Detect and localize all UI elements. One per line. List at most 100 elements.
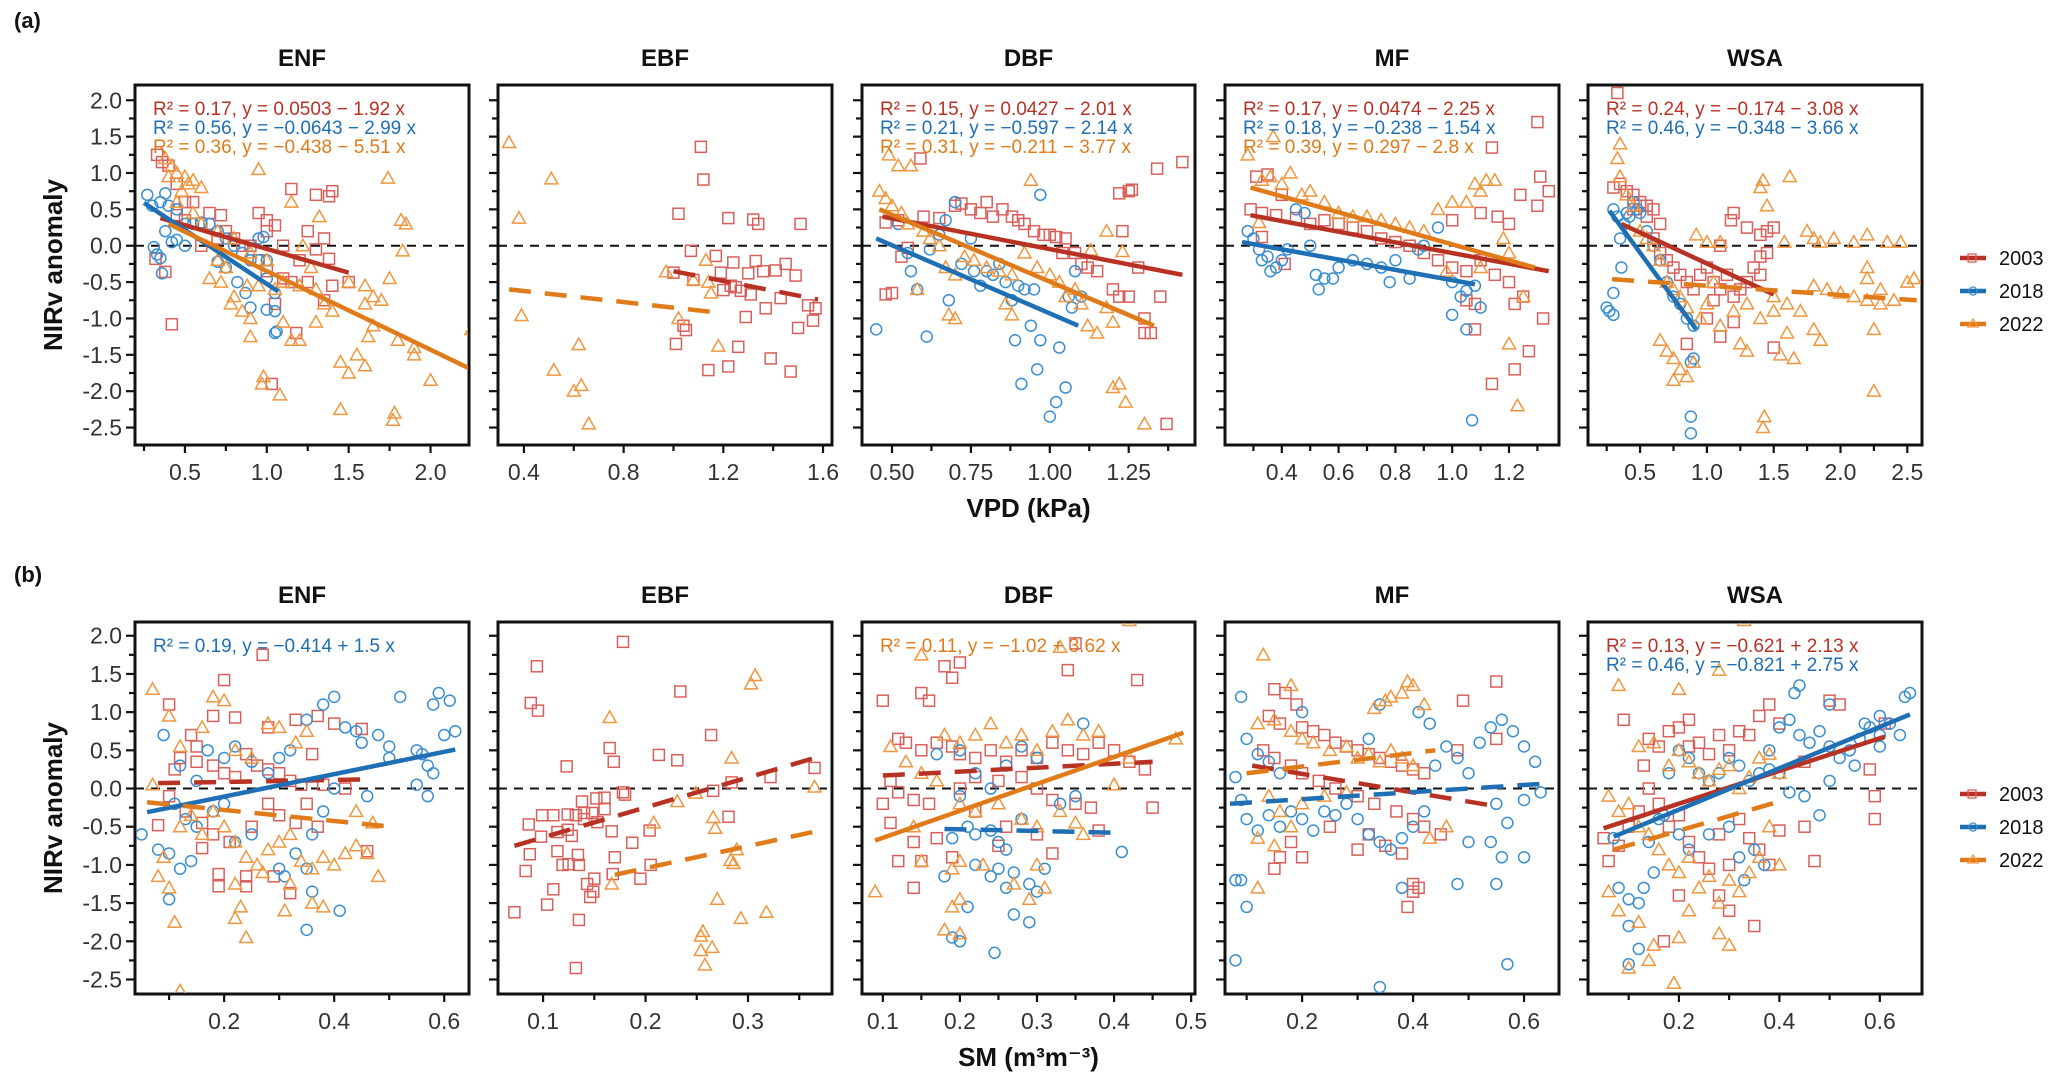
point-2022 [360,328,377,343]
point-2003 [1714,283,1727,296]
point-2022 [174,982,186,993]
point-2022 [385,412,401,427]
point-2003 [742,267,755,280]
point-2018 [1495,713,1509,727]
point-2022 [806,778,823,793]
point-2003 [984,744,997,757]
point-2003 [1406,812,1420,826]
point-2018 [1234,873,1248,887]
point-2022 [1266,711,1283,726]
point-2018 [1462,835,1475,849]
point-2022 [685,271,702,286]
point-2003 [794,217,807,231]
point-2022 [698,252,714,267]
point-2018 [1534,786,1547,799]
point-2022 [1004,266,1020,281]
point-2003 [1682,835,1696,849]
point-2003 [938,660,951,673]
point-2018 [1632,942,1645,956]
panel-b-ebf: EBF 0.1 0.2 0.3 [489,582,834,1034]
point-2003 [1351,843,1364,856]
point-2018 [1373,980,1387,993]
point-2022 [303,259,319,274]
point-2022 [1721,937,1737,951]
point-2003 [561,808,574,821]
point-2003 [1653,217,1667,231]
y-tick-label: -2.0 [82,378,122,404]
point-2018 [1798,789,1811,803]
point-2022 [304,895,320,909]
point-2018 [1043,410,1057,423]
point-2018 [939,214,952,227]
point-2018 [1647,866,1661,879]
point-2003 [734,284,748,298]
point-2022 [242,310,259,325]
point-2003 [702,363,715,377]
point-2018 [1373,835,1387,849]
point-2018 [371,728,385,742]
point-2018 [1517,740,1531,753]
point-2022 [967,727,984,741]
point-2018 [355,736,368,749]
point-2003 [1059,232,1072,245]
point-2003 [1445,261,1459,274]
point-2022 [1846,234,1862,248]
legend-label: 2022 [1999,314,2044,336]
point-2003 [1367,797,1381,811]
point-2003 [1732,724,1746,738]
point-2022 [1609,150,1626,165]
point-2022 [703,284,719,299]
point-2022 [177,168,193,183]
point-2022 [733,910,749,925]
fit-line-2018 [1607,209,1699,331]
point-2003 [1112,290,1126,303]
point-2003 [1754,228,1767,242]
point-2003 [1490,675,1503,688]
point-2018 [203,217,216,231]
point-2022 [166,914,183,928]
point-2022 [1239,146,1256,161]
point-2018 [1687,319,1700,332]
point-2003 [1692,736,1706,749]
point-2022 [1044,723,1061,737]
point-2022 [697,956,713,971]
plot-frame [496,620,834,996]
point-2003 [1740,275,1754,289]
point-2018 [268,304,282,318]
point-2022 [1057,288,1074,303]
point-2003 [1488,268,1502,282]
point-2003 [276,239,290,252]
point-2022 [1732,335,1749,350]
point-2003 [1451,744,1464,757]
x-tick-label: 0.75 [949,459,994,485]
point-2022 [1013,727,1030,741]
point-2003 [1740,221,1754,234]
point-2022 [1705,274,1722,288]
point-2022 [1036,879,1053,894]
point-2022 [1812,234,1829,248]
point-2018 [1318,272,1331,285]
point-2022 [304,860,320,875]
y-tick-label: -0.5 [82,269,122,295]
point-2022 [275,314,291,328]
point-2022 [1691,765,1707,779]
x-axis-title: VPD (kPa) [966,493,1090,523]
point-2022 [193,179,210,194]
point-2018 [1631,203,1644,216]
point-2022 [952,853,968,867]
point-2022 [956,248,973,263]
point-2003 [1767,341,1780,354]
point-2018 [1395,881,1409,895]
point-2018 [948,195,962,209]
point-2022 [276,902,293,917]
point-2022 [1661,757,1677,772]
point-2018 [1406,820,1420,833]
point-2022 [1105,379,1121,394]
point-2003 [806,314,820,327]
regression-equation-2018: R² = 0.18, y = −0.238 − 1.54 x [1243,118,1496,139]
point-2022 [1121,623,1138,627]
point-2022 [144,681,161,695]
point-2022 [936,921,953,936]
point-2022 [365,288,382,303]
point-2022 [1751,749,1768,764]
